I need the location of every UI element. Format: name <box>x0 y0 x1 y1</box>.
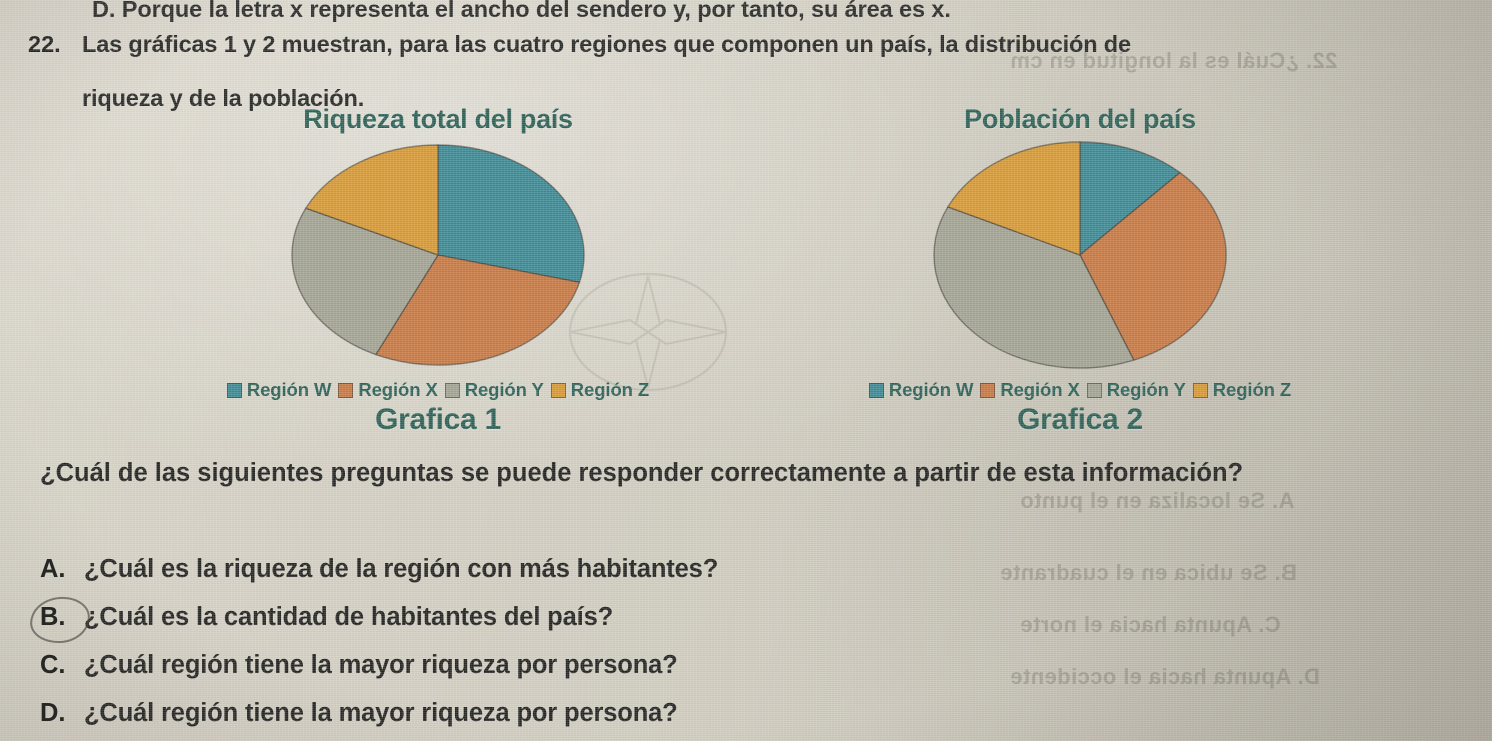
legend-item: Región Z <box>1192 379 1292 401</box>
pie-slice <box>304 144 439 256</box>
legend-label: Región Y <box>464 379 544 400</box>
chart-2-legend: Región W Región X Región Y Región Z <box>770 379 1390 401</box>
option-letter: D. <box>40 699 66 727</box>
chart-1-title: Riqueza total del país <box>303 104 573 134</box>
legend-label: Región Z <box>1212 379 1292 400</box>
option-letter: C. <box>40 651 66 679</box>
legend-item: Región Y <box>444 379 544 401</box>
legend-item: Región X <box>338 379 438 401</box>
legend-swatch-icon <box>226 382 242 398</box>
pie-slice <box>291 207 440 356</box>
question-prompt: ¿Cuál de las siguientes preguntas se pue… <box>40 459 1244 487</box>
option-text: ¿Cuál región tiene la mayor riqueza por … <box>84 651 678 679</box>
legend-label: Región X <box>358 379 438 400</box>
pie-slice <box>1079 171 1227 361</box>
chart-2-caption: Grafica 2 <box>1017 403 1143 436</box>
legend-item: Región W <box>868 379 974 401</box>
chart-2-poblacion: Población del país Región W Región X Regió… <box>770 104 1390 437</box>
legend-swatch-icon <box>1086 382 1102 398</box>
answer-options: A. ¿Cuál es la riqueza de la región con m… <box>28 545 1040 737</box>
previous-option-text: Porque la letra x representa el ancho de… <box>121 0 951 22</box>
legend-item: Región Y <box>1086 379 1186 401</box>
previous-question-option-d: D. Porque la letra x representa el ancho… <box>92 0 951 23</box>
legend-label: Región W <box>888 379 974 400</box>
option-letter: B. <box>40 603 66 631</box>
question-stem-line-1: Las gráficas 1 y 2 muestran, para las cu… <box>82 31 1131 57</box>
option-text: ¿Cuál es la cantidad de habitantes del p… <box>84 603 614 631</box>
option-text: ¿Cuál región tiene la mayor riqueza por … <box>84 699 678 727</box>
legend-item: Región Z <box>550 379 650 401</box>
pie-slice <box>933 206 1135 369</box>
pie-slice <box>946 141 1081 256</box>
legend-swatch-icon <box>550 382 566 398</box>
bleedthrough-text: B. Se ubica en el cuadrante <box>1000 560 1297 585</box>
pie-slice <box>437 144 585 284</box>
bleedthrough-text: C. Apunta hacia el norte <box>1020 612 1281 637</box>
legend-label: Región Z <box>570 379 650 400</box>
legend-swatch-icon <box>980 382 996 398</box>
pie-1-svg <box>291 144 585 366</box>
chart-2-title: Población del país <box>964 104 1196 134</box>
chart-2-pie <box>930 137 1230 373</box>
legend-swatch-icon <box>444 382 460 398</box>
answer-option[interactable]: B. ¿Cuál es la cantidad de habitantes del… <box>28 593 1040 646</box>
legend-swatch-icon <box>868 382 884 398</box>
legend-label: Región X <box>1000 379 1080 400</box>
chart-1-caption: Grafica 1 <box>375 403 501 436</box>
pie-slice <box>1079 141 1182 257</box>
question-stem-line-2: riqueza y de la población. <box>82 85 365 111</box>
previous-option-letter: D. <box>92 0 116 22</box>
option-letter: A. <box>40 555 66 583</box>
chart-1-pie <box>288 141 588 369</box>
answer-option[interactable]: D. ¿Cuál región tiene la mayor riqueza po… <box>40 689 1040 737</box>
legend-item: Región X <box>980 379 1080 401</box>
legend-item: Región W <box>226 379 332 401</box>
answer-option[interactable]: C. ¿Cuál región tiene la mayor riqueza po… <box>40 641 1040 689</box>
question-number: 22. <box>28 31 61 57</box>
legend-label: Región Y <box>1106 379 1186 400</box>
chart-1-legend: Región W Región X Región Y Región Z <box>118 379 758 401</box>
legend-label: Región W <box>246 379 332 400</box>
pie-2-svg <box>933 141 1227 369</box>
pie-slice <box>374 254 581 366</box>
bleedthrough-text: A. Se localiza en el punto <box>1020 488 1295 513</box>
answer-option[interactable]: A. ¿Cuál es la riqueza de la región con m… <box>40 545 1040 593</box>
option-text: ¿Cuál es la riqueza de la región con más… <box>84 555 719 583</box>
legend-swatch-icon <box>338 382 354 398</box>
bleedthrough-text: D. Apunta hacia el occidente <box>1010 664 1320 689</box>
legend-swatch-icon <box>1192 382 1208 398</box>
